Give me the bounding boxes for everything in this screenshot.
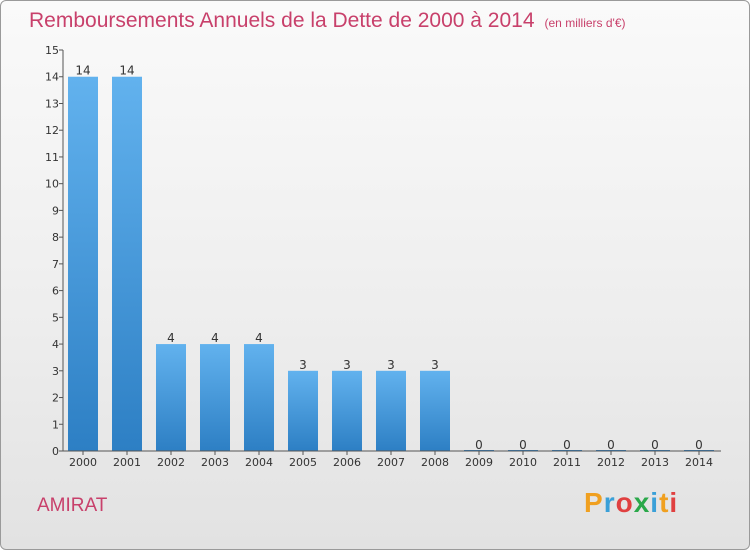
x-tick-label: 2008	[421, 456, 449, 469]
logo-letter: r	[603, 487, 616, 518]
x-tick-label: 2013	[641, 456, 669, 469]
bar	[244, 344, 274, 451]
data-label: 14	[119, 64, 134, 78]
y-tick-label: 3	[52, 365, 59, 378]
y-tick-label: 11	[45, 151, 59, 164]
bar	[420, 370, 450, 451]
x-tick-label: 2006	[333, 456, 361, 469]
bar	[288, 370, 318, 451]
data-label: 3	[343, 358, 351, 372]
bar	[376, 370, 406, 451]
unit-note: (en milliers d'€)	[544, 16, 626, 30]
data-label: 0	[519, 438, 527, 452]
data-label: 0	[563, 438, 571, 452]
logo-letter: t	[659, 487, 670, 518]
y-tick-label: 14	[45, 71, 59, 84]
x-tick-label: 2002	[157, 456, 185, 469]
x-tick-label: 2001	[113, 456, 141, 469]
x-axis: 2000 2001 2002 2003 2004 2005 2006 2007 2008 2009…	[63, 450, 721, 469]
y-tick-label: 13	[45, 97, 59, 110]
y-tick-label: 5	[52, 311, 59, 324]
data-label: 4	[255, 331, 263, 345]
title-text: Remboursements Annuels de la Dette de 20…	[29, 9, 535, 32]
y-tick-label: 7	[52, 258, 59, 271]
x-tick-label: 2000	[69, 456, 97, 469]
logo-letter: o	[615, 487, 634, 518]
y-tick-label: 2	[52, 392, 59, 405]
y-tick-label: 9	[52, 204, 59, 217]
y-tick-label: 1	[52, 418, 59, 431]
x-tick-label: 2005	[289, 456, 317, 469]
data-label: 3	[431, 358, 439, 372]
x-tick-label: 2012	[597, 456, 625, 469]
data-label: 0	[607, 438, 615, 452]
x-tick-label: 2011	[553, 456, 581, 469]
bar	[156, 344, 186, 451]
x-tick-label: 2014	[685, 456, 713, 469]
data-label: 14	[75, 64, 90, 78]
y-tick-label: 6	[52, 285, 59, 298]
x-tick-label: 2007	[377, 456, 405, 469]
logo-letter: i	[650, 487, 660, 518]
bar	[332, 370, 362, 451]
data-label: 3	[387, 358, 395, 372]
logo-letter: P	[584, 487, 604, 518]
y-tick-label: 0	[52, 445, 59, 458]
y-tick-label: 8	[52, 231, 59, 244]
data-label: 0	[695, 438, 703, 452]
data-label: 3	[299, 358, 307, 372]
logo-letter: i	[669, 487, 679, 518]
bars: 14 14 4 4 4 3 3 3 3 0 0 0 0 0 0	[68, 64, 714, 452]
x-tick-label: 2003	[201, 456, 229, 469]
x-tick-label: 2010	[509, 456, 537, 469]
x-tick-label: 2009	[465, 456, 493, 469]
y-tick-label: 12	[45, 124, 59, 137]
data-label: 4	[211, 331, 219, 345]
x-tick-label: 2004	[245, 456, 273, 469]
bar	[200, 344, 230, 451]
chart-title: Remboursements Annuels de la Dette de 20…	[29, 9, 626, 33]
proxiti-logo: Proxiti	[584, 487, 678, 519]
commune-name: AMIRAT	[37, 495, 108, 516]
bar	[68, 76, 98, 451]
logo-letter: x	[633, 487, 651, 518]
y-tick-label: 10	[45, 178, 59, 191]
data-label: 0	[651, 438, 659, 452]
bar	[112, 76, 142, 451]
y-tick-label: 4	[52, 338, 59, 351]
y-tick-label: 15	[45, 44, 59, 57]
data-label: 0	[475, 438, 483, 452]
data-label: 4	[167, 331, 175, 345]
